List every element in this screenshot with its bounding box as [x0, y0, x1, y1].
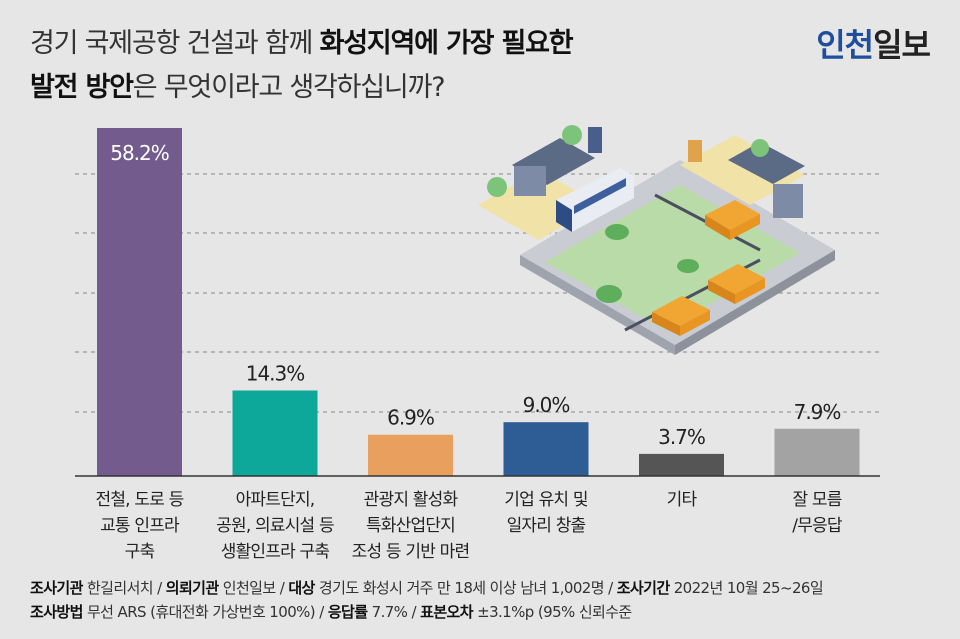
- category-label: 일자리 창출: [507, 516, 586, 536]
- data-label: 6.9%: [387, 406, 434, 430]
- footer-value: 인천일보 /: [218, 579, 289, 597]
- category-label: 생활인프라 구축: [221, 542, 330, 562]
- title-line-1: 경기 국제공항 건설과 함께 화성지역에 가장 필요한: [30, 28, 574, 59]
- footer-label: 조사기관: [30, 579, 83, 597]
- bar: [97, 128, 182, 476]
- category-label: 기업 유치 및: [504, 490, 588, 510]
- road-edge-right: [675, 250, 835, 355]
- bus-shelter-left-wall: [514, 166, 546, 196]
- grid-lines: [75, 173, 880, 413]
- bar: [639, 453, 724, 476]
- category-label: /무응답: [792, 516, 843, 536]
- data-label: 3.7%: [658, 425, 705, 449]
- footer-label: 조사방법: [30, 603, 83, 621]
- data-label: 14.3%: [246, 361, 305, 385]
- bush-icon: [596, 285, 622, 303]
- category-label: 관광지 활성화: [364, 490, 459, 510]
- footer-label: 대상: [288, 579, 315, 597]
- tree-icon: [562, 125, 582, 145]
- title-line-2: 발전 방안은 무엇이라고 생각하십니까?: [30, 72, 446, 103]
- taxi-icon: [652, 296, 710, 336]
- data-label: 9.0%: [523, 393, 570, 417]
- category-label: 조성 등 기반 마련: [352, 542, 470, 562]
- footer-value: 한길리서치 /: [82, 579, 166, 597]
- footer-line-2: 조사방법 무선 ARS (휴대전화 가상번호 100%) / 응답률 7.7% …: [30, 600, 940, 624]
- category-label: 기타: [667, 490, 698, 510]
- bus-stop-sign: [588, 127, 602, 153]
- footer-label: 조사기간: [616, 579, 670, 597]
- footer-label: 의뢰기관: [165, 579, 219, 597]
- bush-icon: [677, 259, 699, 273]
- taxi-icon: [705, 200, 760, 240]
- publisher-logo: 인천일보: [816, 26, 931, 64]
- category-label: 전철, 도로 등: [95, 490, 183, 510]
- footer-line-1: 조사기관 한길리서치 / 의뢰기관 인천일보 / 대상 경기도 화성시 거주 만…: [30, 576, 940, 600]
- category-label: 구축: [125, 542, 155, 562]
- footer-value: 무선 ARS (휴대전화 가상번호 100%) /: [82, 603, 328, 621]
- bus-shelter-right-roof: [728, 142, 805, 184]
- footer-label: 응답률: [327, 603, 368, 621]
- survey-footer: 조사기관 한길리서치 / 의뢰기관 인천일보 / 대상 경기도 화성시 거주 만…: [30, 576, 940, 624]
- bus-shelter-right-wall: [773, 184, 803, 218]
- bus-window: [574, 178, 626, 214]
- tree-icon: [751, 139, 769, 157]
- data-label: 7.9%: [794, 400, 841, 424]
- category-label: 잘 모름: [792, 490, 841, 510]
- category-label: 공원, 의료시설 등: [216, 516, 334, 536]
- footer-value: 경기도 화성시 거주 만 18세 이상 남녀 1,002명 /: [314, 579, 617, 597]
- footer-label: 표본오차: [420, 603, 473, 621]
- footer-value: ±3.1%p (95% 신뢰수준: [472, 603, 632, 621]
- data-label: 58.2%: [110, 141, 169, 165]
- footer-value: 7.7% /: [367, 603, 421, 621]
- bar: [368, 434, 453, 476]
- bar: [503, 422, 589, 476]
- category-label: 교통 인프라: [100, 516, 180, 536]
- category-label: 아파트단지,: [236, 490, 315, 510]
- bar: [232, 390, 318, 476]
- road-edge: [520, 255, 675, 355]
- chart-title: 경기 국제공항 건설과 함께 화성지역에 가장 필요한 발전 방안은 무엇이라고…: [30, 22, 750, 110]
- left-plaza: [478, 170, 600, 240]
- tree-icon: [487, 177, 507, 197]
- bush-icon: [605, 224, 629, 240]
- bus-front: [556, 200, 572, 232]
- city-bus-taxi-illustration: [478, 125, 835, 355]
- taxi-icon: [708, 264, 765, 304]
- category-label: 특화산업단지: [366, 516, 455, 536]
- bar: [774, 428, 860, 476]
- footer-value: 2022년 10월 25~26일: [669, 579, 824, 597]
- sign-post: [688, 140, 702, 162]
